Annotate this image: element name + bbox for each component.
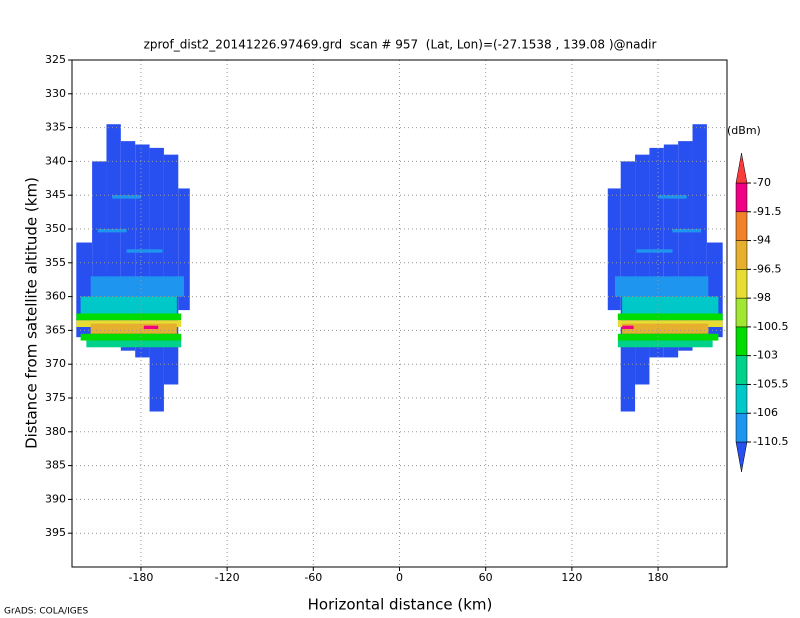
heat-cell <box>672 229 702 233</box>
y-tick-label: 365 <box>45 323 66 336</box>
heat-cell <box>622 325 634 330</box>
colorbar-tick-label: -70 <box>753 176 771 189</box>
x-tick-label: 180 <box>648 571 669 584</box>
x-tick-label: -180 <box>128 571 153 584</box>
colorbar-segment <box>735 355 748 385</box>
colorbar-segment <box>735 211 748 241</box>
x-tick-label: 60 <box>479 571 493 584</box>
footer: GrADS: COLA/IGES <box>4 607 88 617</box>
heat-cell <box>112 195 141 199</box>
heat-cell <box>76 313 182 321</box>
colorbar-tick-label: -91.5 <box>753 205 781 218</box>
y-tick-label: 345 <box>45 188 66 201</box>
heat-cell <box>635 154 650 385</box>
y-tick-label: 340 <box>45 154 66 167</box>
heat-cell <box>80 296 177 314</box>
y-tick-label: 325 <box>45 53 66 66</box>
heat-cell <box>178 188 190 311</box>
y-tick-label: 375 <box>45 391 66 404</box>
colorbar-segment <box>735 269 748 299</box>
y-tick-label: 390 <box>45 492 66 505</box>
y-tick-label: 350 <box>45 222 66 235</box>
y-tick-label: 330 <box>45 87 66 100</box>
plot-frame <box>71 59 728 568</box>
x-tick-label: -120 <box>215 571 240 584</box>
colorbar-tick-label: -106 <box>753 406 778 419</box>
heat-cell <box>90 276 185 297</box>
colorbar-tick-label: -94 <box>753 234 771 247</box>
colorbar-segment <box>735 240 748 270</box>
x-tick-label: 120 <box>561 571 582 584</box>
heat-cell <box>622 323 709 334</box>
heat-cell <box>617 313 723 321</box>
y-tick-label: 355 <box>45 256 66 269</box>
heat-cell <box>614 276 709 297</box>
colorbar-arrow <box>735 441 748 473</box>
colorbar-segment <box>735 384 748 414</box>
chart-title: zprof_dist2_20141226.97469.grd scan # 95… <box>144 38 657 52</box>
x-tick-label: 0 <box>396 571 403 584</box>
y-tick-label: 385 <box>45 459 66 472</box>
heat-cell <box>636 249 673 253</box>
colorbar-tick-label: -98 <box>753 291 771 304</box>
colorbar-arrow <box>735 152 748 184</box>
x-tick-label: -60 <box>304 571 322 584</box>
colorbar-tick-label: -105.5 <box>753 377 788 390</box>
colorbar-tick-label: -100.5 <box>753 320 788 333</box>
y-tick-label: 370 <box>45 357 66 370</box>
heat-cell <box>617 340 713 348</box>
colorbar-label: (dBm) <box>727 124 761 137</box>
colorbar-tick-label: -110.5 <box>753 435 788 448</box>
x-axis-label: Horizontal distance (km) <box>308 596 493 614</box>
y-tick-label: 335 <box>45 121 66 134</box>
colorbar-segment <box>735 412 748 443</box>
heat-cell <box>143 325 159 330</box>
heat-cell <box>126 249 163 253</box>
heat-cell <box>86 340 182 348</box>
y-tick-label: 360 <box>45 290 66 303</box>
y-axis-label: Distance from satellite altitude (km) <box>23 177 41 449</box>
colorbar-segment <box>735 182 748 213</box>
heat-cell <box>658 195 687 199</box>
heat-cell <box>617 333 719 341</box>
y-tick-label: 395 <box>45 526 66 539</box>
colorbar-segment <box>735 297 748 328</box>
y-tick-label: 380 <box>45 425 66 438</box>
heat-cell <box>90 323 177 334</box>
colorbar-segment <box>735 326 748 356</box>
colorbar-tick-label: -103 <box>753 349 778 362</box>
heat-cell <box>97 229 127 233</box>
heat-cell <box>622 296 719 314</box>
heat-cell <box>80 333 182 341</box>
heat-cell <box>163 154 179 385</box>
colorbar-tick-label: -96.5 <box>753 262 781 275</box>
